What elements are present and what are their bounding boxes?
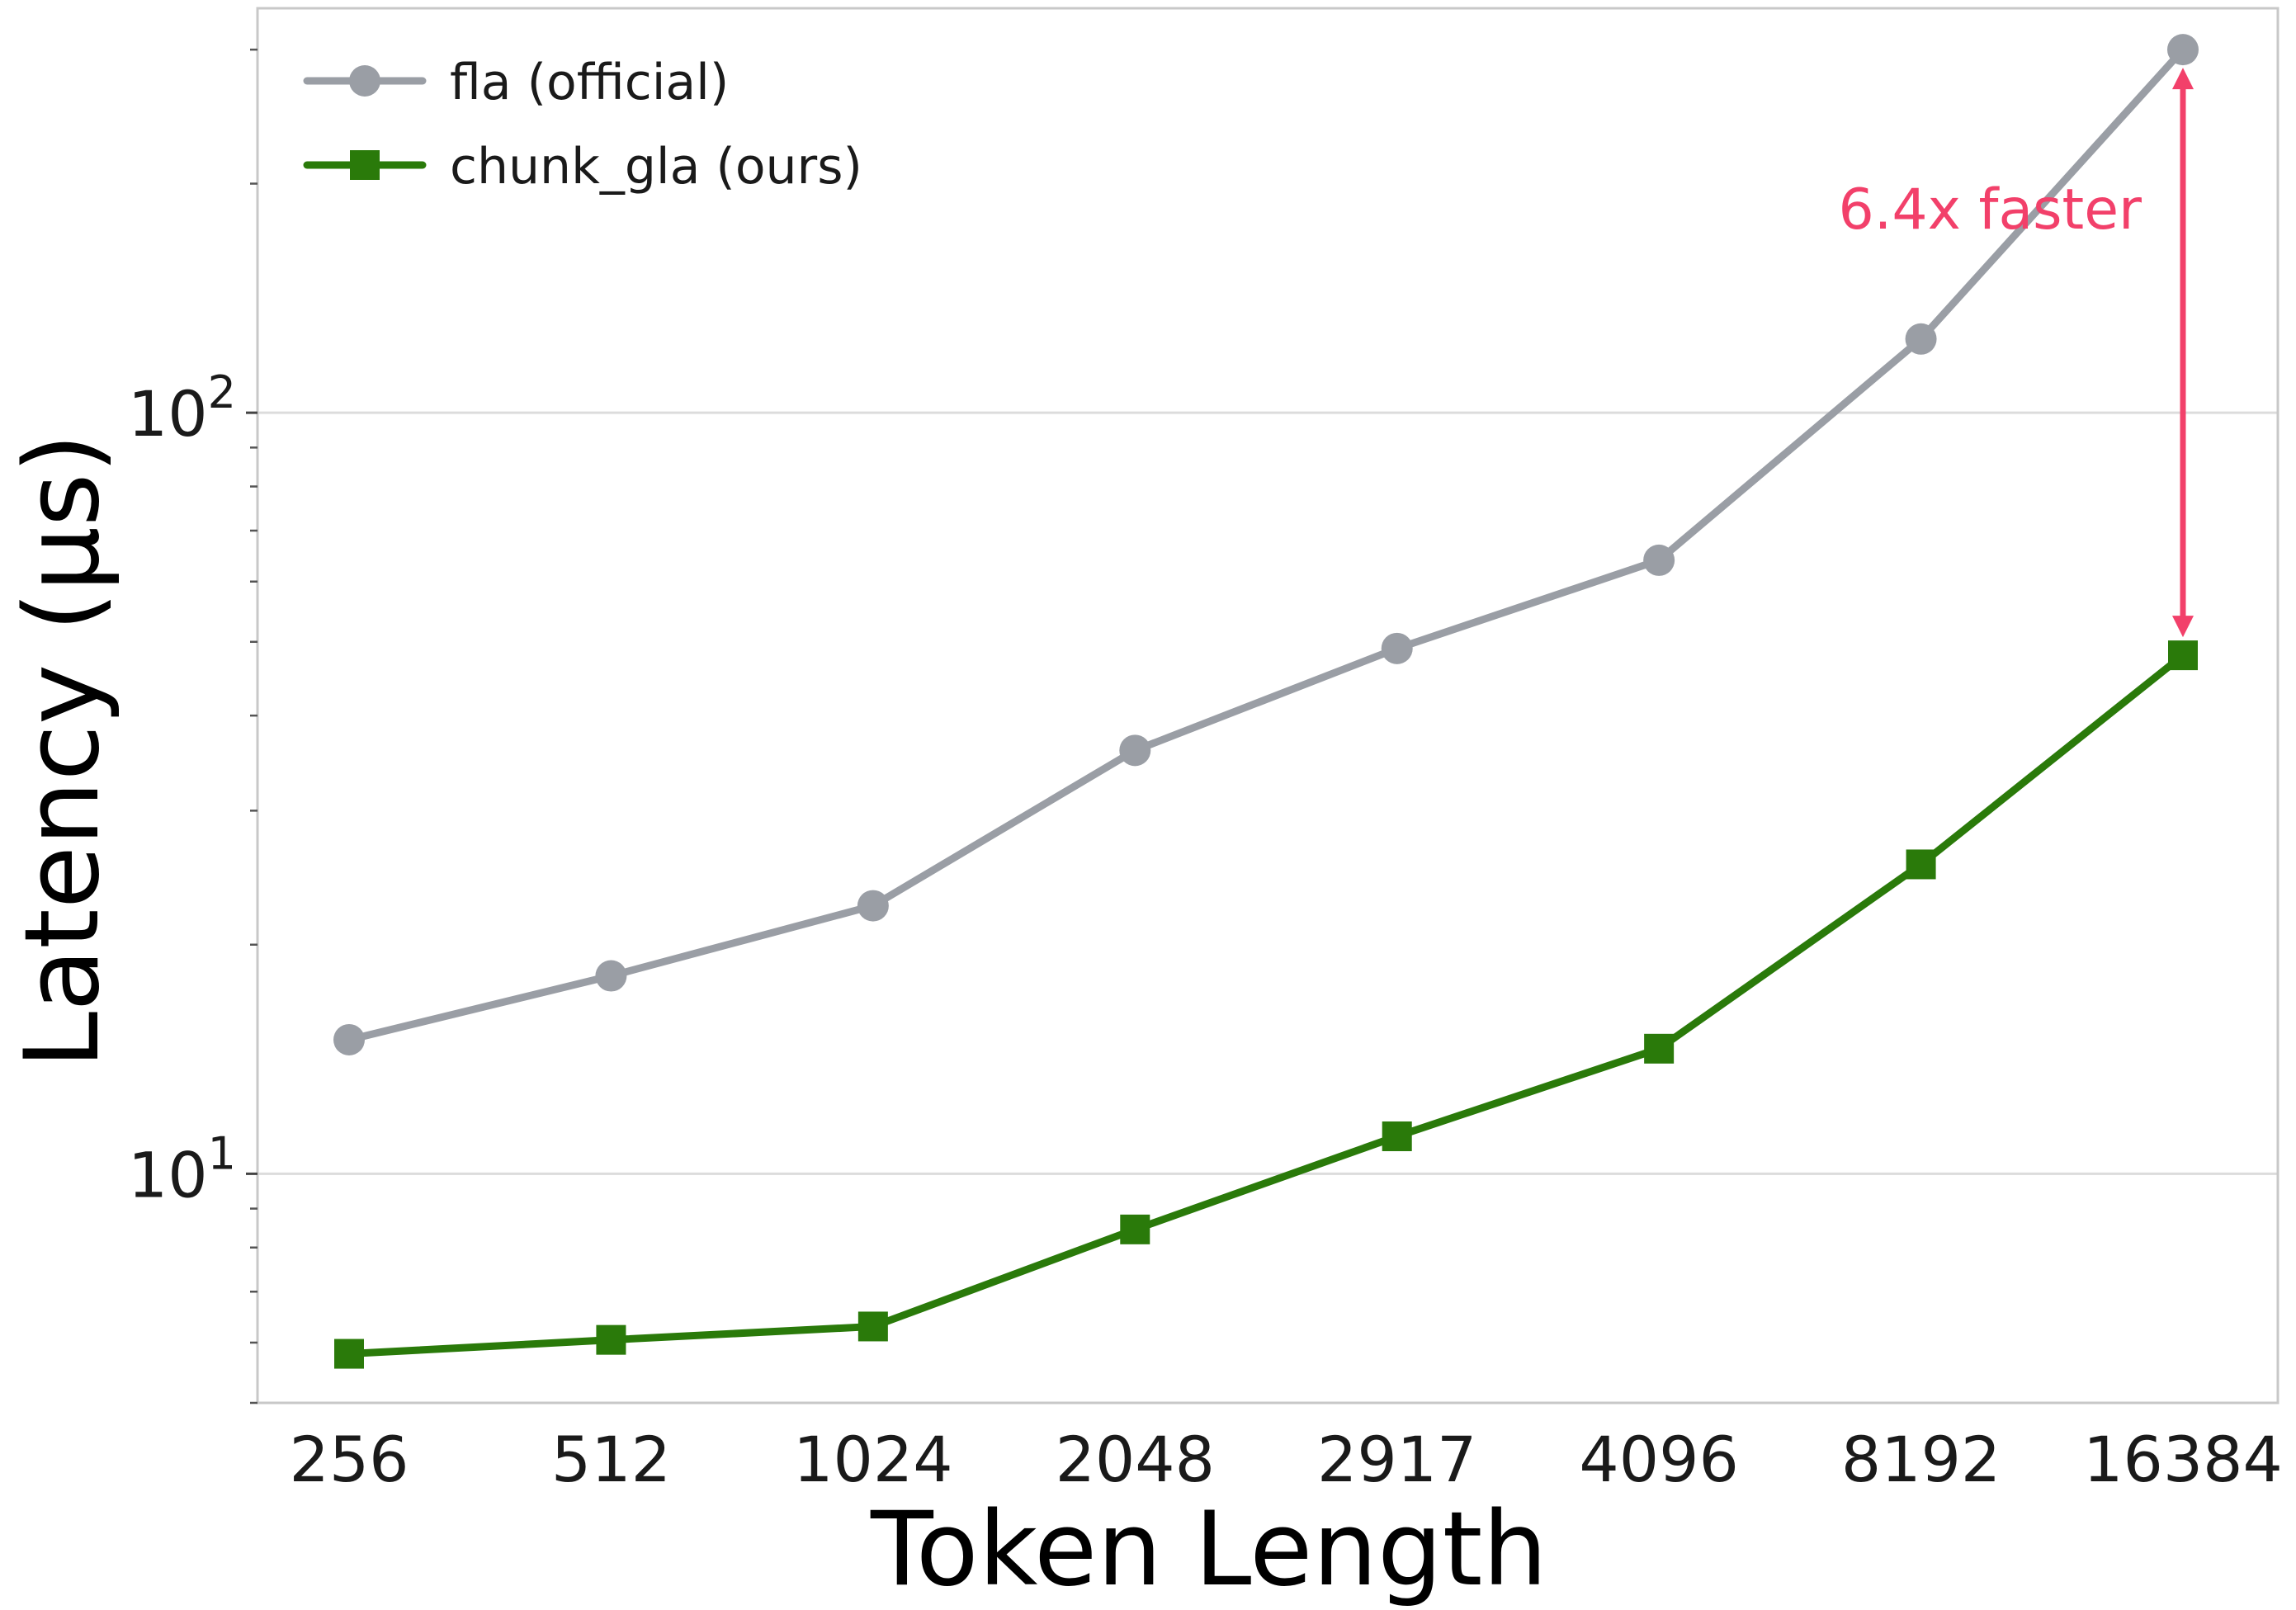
- data-point: [857, 890, 889, 922]
- speedup-arrowhead-top: [2172, 68, 2194, 90]
- data-point: [334, 1339, 364, 1369]
- legend-label-chunk-gla: chunk_gla (ours): [450, 138, 862, 196]
- legend-label-fla: fla (official): [450, 54, 729, 111]
- legend: fla (official) chunk_gla (ours): [303, 54, 862, 196]
- data-point: [1643, 544, 1675, 576]
- data-point: [2167, 34, 2199, 66]
- y-tick-label: 102: [128, 366, 236, 451]
- data-point: [1905, 323, 1937, 355]
- speedup-arrowhead-bottom: [2172, 616, 2194, 638]
- x-tick-label: 512: [551, 1423, 671, 1496]
- annotation: 6.4x faster: [1839, 68, 2194, 638]
- data-point: [596, 1324, 626, 1355]
- legend-item-chunk-gla: chunk_gla (ours): [303, 138, 862, 196]
- x-tick-labels: 256 512 1024 2048 2917 4096 8192 16384: [289, 1423, 2282, 1496]
- data-point: [333, 1023, 365, 1055]
- plot-frame: [256, 7, 2279, 1405]
- data-point: [1382, 1121, 1412, 1151]
- series-0: [333, 34, 2199, 1055]
- legend-item-fla: fla (official): [303, 54, 729, 111]
- series-line: [347, 47, 2186, 1044]
- data-point: [1119, 734, 1151, 767]
- y-minor-ticks: [250, 48, 257, 1405]
- x-tick-label: 2048: [1056, 1423, 1215, 1496]
- series-line: [348, 652, 2185, 1358]
- legend-marker-square: [350, 150, 380, 180]
- data-point: [1120, 1214, 1150, 1244]
- series: [333, 34, 2199, 1369]
- x-tick-label: 8192: [1841, 1423, 2001, 1496]
- x-tick-label: 4096: [1579, 1423, 1738, 1496]
- grid: [257, 411, 2278, 1175]
- x-tick-label: 256: [289, 1423, 409, 1496]
- y-tick-labels: 101 102: [128, 366, 257, 1211]
- data-point: [1381, 632, 1413, 664]
- legend-marker-circle: [349, 65, 380, 97]
- data-point: [2168, 640, 2198, 671]
- data-point: [1906, 849, 1936, 880]
- series-1: [334, 640, 2198, 1369]
- x-tick-label: 2917: [1317, 1423, 1476, 1496]
- x-axis-title: Token Length: [870, 1490, 1547, 1609]
- data-point: [1644, 1033, 1675, 1064]
- speedup-annotation: 6.4x faster: [1839, 177, 2142, 243]
- y-axis-title: Latency (μs): [3, 433, 122, 1069]
- data-point: [595, 960, 627, 992]
- x-tick-label: 1024: [793, 1423, 952, 1496]
- data-point: [857, 1311, 888, 1342]
- x-tick-label: 16384: [2083, 1423, 2283, 1496]
- y-tick-label: 101: [128, 1127, 236, 1211]
